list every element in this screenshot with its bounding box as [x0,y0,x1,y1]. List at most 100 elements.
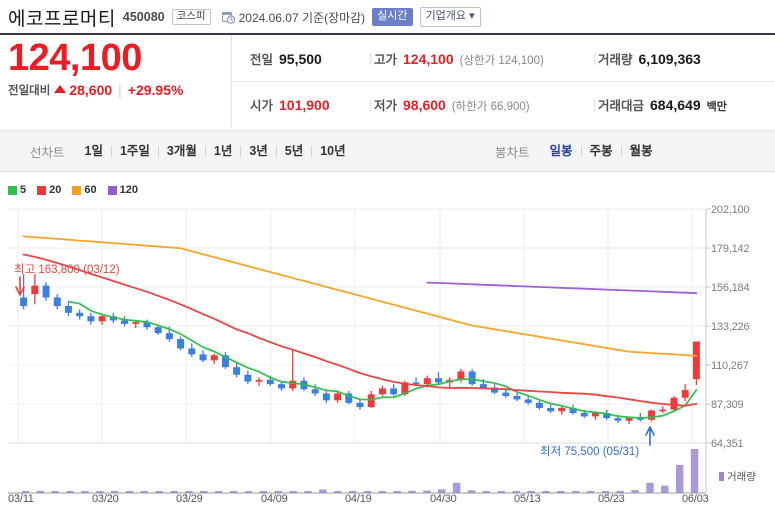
y-tick-5: 87,309 [711,399,744,411]
price-change-label: 전일대비 [8,84,51,97]
low-value: 98,600 [403,96,446,113]
stat-high: 고가 124,100 (상한가 124,100) [374,49,544,68]
stat-sep-1: | [369,50,373,66]
toolbar-sep [204,145,206,157]
market-badge: 코스피 [171,8,211,26]
prev-close-label: 전일 [250,52,274,67]
period-1d[interactable]: 1일 [84,143,103,158]
price-change-value: 28,600 [69,81,113,98]
toolbar-sep [240,145,242,157]
x-tick-5: 04/30 [430,493,457,505]
legend-ma120: 120 [107,184,138,196]
price-summary-panel: 124,100 전일대비 28,600 | +29.95% 전일 95,500 … [0,35,775,127]
ma60-swatch-icon [72,185,82,195]
toolbar-sep [110,145,112,157]
ma5-label: 5 [20,184,27,196]
candle-monthly[interactable]: 월봉 [629,143,653,158]
candle-weekly[interactable]: 주봉 [589,143,613,158]
period-10y[interactable]: 10년 [320,143,346,158]
legend-ma20: 20 [37,184,61,196]
stat-volume: 거래량 6,109,363 [598,49,701,68]
x-tick-4: 04/19 [345,493,372,505]
x-tick-2: 03/29 [176,493,203,505]
open-value: 101,900 [279,96,330,113]
line-chart-group: 선차트 1일 1주일 3개월 1년 3년 5년 10년 [30,131,354,171]
candle-chart-label: 봉차트 [495,145,530,160]
high-label: 고가 [374,52,398,67]
legend-ma5: 5 [8,184,26,196]
ma60-label: 60 [84,184,97,196]
x-tick-0: 03/11 [8,493,34,505]
x-tick-6: 05/13 [514,493,541,505]
y-tick-6: 64,351 [711,438,744,450]
x-tick-3: 04/09 [261,493,288,505]
x-tick-8: 06/03 [682,493,709,505]
arrow-up-icon [54,84,67,93]
prev-close-value: 95,500 [279,50,322,67]
chart-area[interactable]: 5 20 60 120 202,100 179,142 156,184 133,… [0,173,775,513]
period-3y[interactable]: 3년 [249,143,268,158]
stat-sep-2: | [593,50,597,66]
ma5-swatch-icon [8,185,17,195]
ma120-swatch-icon [107,185,117,195]
y-tick-0: 202,100 [711,204,750,216]
annotation-low: 최저 75,500 (05/31) [540,446,640,458]
volume-legend-label: 거래량 [727,471,756,483]
period-1y[interactable]: 1년 [213,143,233,158]
toolbar-sep [620,145,622,157]
volume-value: 6,109,363 [638,50,701,67]
stats-row-1: 전일 95,500 | 고가 124,100 (상한가 124,100) | 거… [232,35,775,81]
chart-plot[interactable]: 202,100 179,142 156,184 133,226 110,267 … [0,199,775,513]
ma-legend: 5 20 60 120 [8,184,145,196]
calendar-clock-icon [221,11,235,24]
stat-turnover: 거래대금 684,649 백만 [598,95,727,114]
x-tick-7: 05/23 [598,493,625,505]
turnover-value: 684,649 [650,96,701,113]
low-label: 저가 [374,98,398,113]
toolbar-sep [311,145,313,157]
upper-limit-value: (상한가 124,100) [459,54,544,67]
change-divider: | [118,81,122,98]
turnover-unit: 백만 [706,100,727,113]
annotation-high: 최고 163,800 (03/12) [14,264,120,276]
stat-prev-close: 전일 95,500 [250,49,322,68]
y-tick-4: 110,267 [711,360,749,372]
lower-limit-value: (하한가 66,900) [451,100,530,113]
price-change-percent: +29.95% [127,81,184,98]
toolbar-sep [275,145,277,157]
stat-sep-4: | [593,96,597,112]
stat-sep-3: | [369,96,373,112]
date-basis-text: 2024.06.07 기준(장마감) [238,10,366,25]
legend-ma60: 60 [72,184,97,196]
toolbar-sep [157,145,159,157]
candle-chart-group: 봉차트 일봉 주봉 월봉 [495,131,661,171]
ticker-code: 450080 [122,10,165,24]
ma120-label: 120 [119,184,138,196]
stat-open: 시가 101,900 [250,95,330,114]
period-5y[interactable]: 5년 [284,143,304,158]
chart-toolbar: 선차트 1일 1주일 3개월 1년 3년 5년 10년 봉차트 일봉 주봉 월봉 [0,130,775,303]
candlestick-svg [8,208,711,497]
y-tick-1: 179,142 [711,243,750,255]
realtime-badge[interactable]: 실시간 [372,8,413,26]
price-change-row: 전일대비 28,600 | +29.95% [8,82,226,98]
panel-hline [231,81,775,82]
current-price-block: 124,100 전일대비 28,600 | +29.95% [8,37,226,98]
period-3m[interactable]: 3개월 [166,143,197,158]
current-price: 124,100 [8,37,142,79]
open-label: 시가 [250,98,274,113]
volume-label: 거래량 [598,52,633,67]
y-tick-2: 156,184 [711,282,750,294]
date-basis-group: 2024.06.07 기준(장마감) [221,9,366,26]
period-1w[interactable]: 1주일 [119,143,150,158]
toolbar-sep [580,145,582,157]
stats-row-2: 시가 101,900 | 저가 98,600 (하한가 66,900) | 거래… [232,81,775,127]
company-profile-button[interactable]: 기업개요 ▾ [419,7,481,27]
turnover-label: 거래대금 [598,98,645,113]
stat-low: 저가 98,600 (하한가 66,900) [374,95,530,114]
volume-swatch-icon [719,472,724,481]
ma20-swatch-icon [37,185,47,195]
candle-daily[interactable]: 일봉 [549,143,573,158]
high-value: 124,100 [403,50,454,67]
